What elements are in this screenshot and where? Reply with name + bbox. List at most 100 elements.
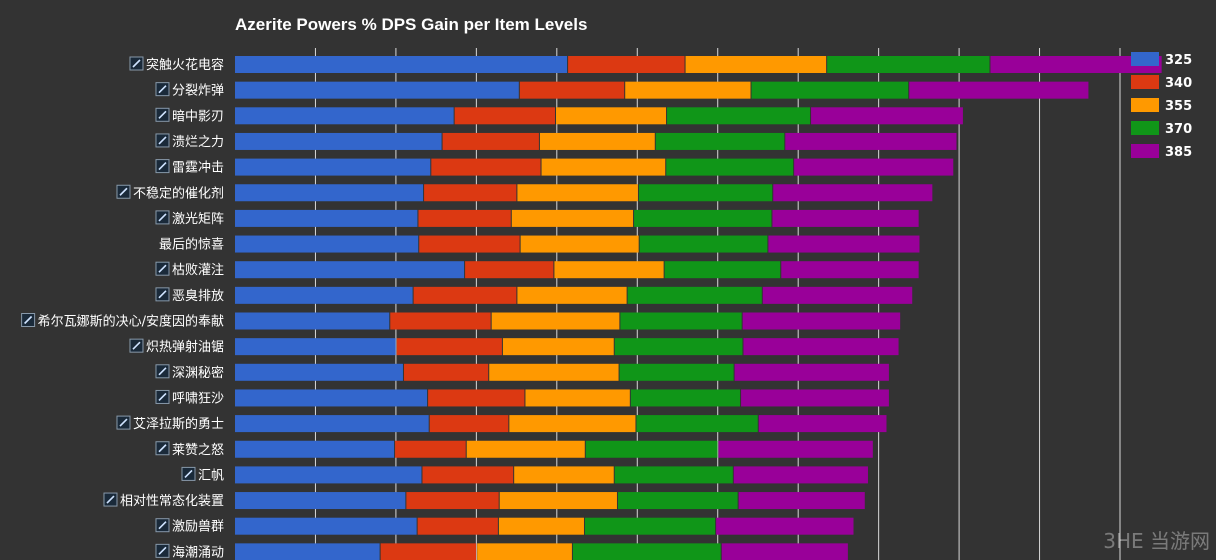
bar-segment-340[interactable] (396, 338, 502, 356)
bar-segment-385[interactable] (762, 286, 913, 304)
bar-segment-385[interactable] (768, 235, 920, 253)
bar-segment-340[interactable] (390, 312, 491, 330)
bar-segment-340[interactable] (454, 107, 556, 125)
bar-segment-385[interactable] (738, 492, 865, 510)
bar-segment-340[interactable] (418, 209, 511, 227)
bar-segment-325[interactable] (235, 389, 428, 407)
bar-segment-355[interactable] (502, 338, 614, 356)
bar-segment-355[interactable] (498, 517, 584, 535)
bar-segment-340[interactable] (403, 363, 489, 381)
bar-segment-340[interactable] (422, 466, 514, 484)
bar-segment-370[interactable] (620, 312, 742, 330)
bar-segment-325[interactable] (235, 466, 422, 484)
bar-segment-370[interactable] (638, 184, 773, 202)
bar-segment-370[interactable] (639, 235, 768, 253)
bar-segment-385[interactable] (718, 440, 873, 458)
bar-segment-385[interactable] (811, 107, 963, 125)
bar-segment-325[interactable] (235, 261, 465, 279)
bar-segment-355[interactable] (517, 286, 627, 304)
bar-segment-340[interactable] (465, 261, 554, 279)
bar-segment-325[interactable] (235, 415, 429, 433)
bar-segment-370[interactable] (627, 286, 762, 304)
bar-segment-325[interactable] (235, 209, 418, 227)
bar-segment-325[interactable] (235, 363, 403, 381)
bar-segment-325[interactable] (235, 158, 431, 176)
bar-segment-385[interactable] (785, 132, 957, 150)
bar-segment-325[interactable] (235, 184, 424, 202)
bar-segment-355[interactable] (509, 415, 636, 433)
bar-segment-385[interactable] (758, 415, 887, 433)
bar-segment-340[interactable] (419, 235, 520, 253)
bar-segment-370[interactable] (751, 81, 909, 99)
bar-segment-370[interactable] (664, 261, 781, 279)
bar-segment-370[interactable] (634, 209, 772, 227)
bar-segment-340[interactable] (417, 517, 498, 535)
bar-segment-355[interactable] (539, 132, 655, 150)
bar-segment-355[interactable] (556, 107, 667, 125)
bar-segment-385[interactable] (741, 389, 889, 407)
bar-segment-370[interactable] (655, 132, 785, 150)
bar-segment-325[interactable] (235, 338, 396, 356)
legend[interactable]: 325 340 355 370 385 (1131, 52, 1192, 160)
bar-segment-355[interactable] (466, 440, 585, 458)
bar-segment-385[interactable] (743, 338, 899, 356)
bar-segment-340[interactable] (413, 286, 517, 304)
bar-segment-385[interactable] (716, 517, 854, 535)
bar-segment-355[interactable] (489, 363, 619, 381)
bar-segment-340[interactable] (429, 415, 509, 433)
bar-segment-355[interactable] (477, 543, 572, 560)
bar-segment-340[interactable] (519, 81, 625, 99)
bar-segment-355[interactable] (520, 235, 639, 253)
bar-segment-370[interactable] (630, 389, 741, 407)
bar-segment-325[interactable] (235, 492, 406, 510)
bar-segment-385[interactable] (781, 261, 919, 279)
bar-segment-385[interactable] (742, 312, 901, 330)
bar-segment-370[interactable] (667, 107, 811, 125)
bar-segment-355[interactable] (625, 81, 751, 99)
bar-segment-325[interactable] (235, 235, 419, 253)
bar-segment-355[interactable] (514, 466, 614, 484)
bar-segment-370[interactable] (619, 363, 734, 381)
bar-segment-325[interactable] (235, 286, 413, 304)
bar-segment-385[interactable] (990, 56, 1162, 73)
bar-segment-340[interactable] (431, 158, 541, 176)
bar-segment-340[interactable] (380, 543, 477, 560)
bar-segment-340[interactable] (428, 389, 525, 407)
bar-segment-355[interactable] (541, 158, 666, 176)
bar-segment-325[interactable] (235, 132, 442, 150)
bar-segment-370[interactable] (617, 492, 738, 510)
bar-segment-340[interactable] (395, 440, 466, 458)
bar-segment-385[interactable] (772, 209, 919, 227)
bar-segment-385[interactable] (909, 81, 1089, 99)
bar-segment-370[interactable] (666, 158, 794, 176)
bar-segment-355[interactable] (499, 492, 617, 510)
bar-segment-370[interactable] (636, 415, 758, 433)
bar-segment-385[interactable] (773, 184, 933, 202)
bar-segment-385[interactable] (734, 363, 889, 381)
bar-segment-340[interactable] (406, 492, 499, 510)
bar-segment-325[interactable] (235, 440, 395, 458)
bar-segment-355[interactable] (517, 184, 638, 202)
bar-segment-370[interactable] (585, 440, 718, 458)
bar-segment-370[interactable] (584, 517, 716, 535)
bar-segment-325[interactable] (235, 81, 519, 99)
bar-segment-355[interactable] (685, 56, 827, 73)
bar-segment-340[interactable] (568, 56, 685, 73)
bar-segment-385[interactable] (794, 158, 954, 176)
bar-segment-340[interactable] (424, 184, 517, 202)
bar-segment-370[interactable] (572, 543, 721, 560)
bar-segment-355[interactable] (554, 261, 664, 279)
bar-segment-370[interactable] (614, 466, 733, 484)
bar-segment-325[interactable] (235, 543, 380, 560)
bar-segment-340[interactable] (442, 132, 539, 150)
bar-segment-325[interactable] (235, 517, 417, 535)
bar-segment-385[interactable] (721, 543, 848, 560)
bar-segment-325[interactable] (235, 56, 568, 73)
bar-segment-325[interactable] (235, 107, 454, 125)
bar-segment-355[interactable] (511, 209, 634, 227)
bar-segment-325[interactable] (235, 312, 390, 330)
bar-segment-370[interactable] (827, 56, 990, 73)
bar-segment-355[interactable] (491, 312, 620, 330)
bar-segment-385[interactable] (733, 466, 868, 484)
bar-segment-370[interactable] (614, 338, 743, 356)
